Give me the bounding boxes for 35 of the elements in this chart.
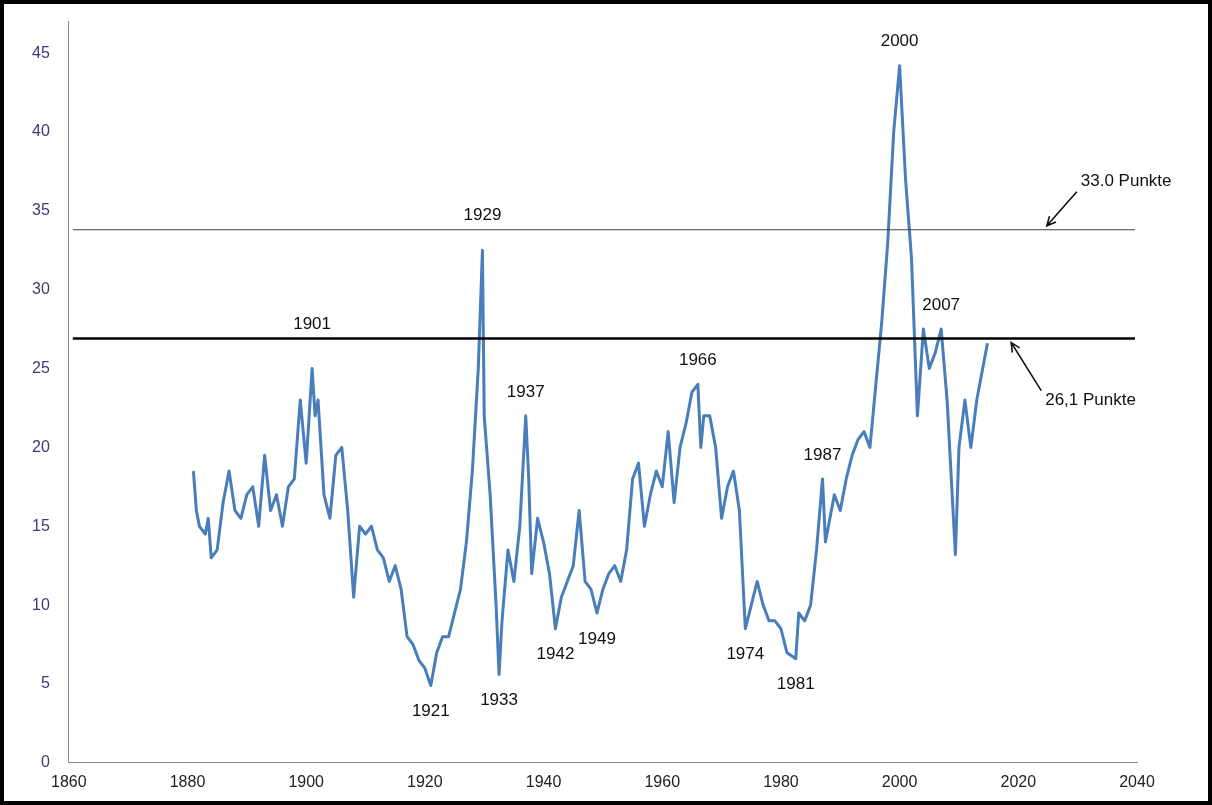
x-tick-label: 1920 (407, 772, 443, 790)
annotation: 1966 (678, 350, 717, 369)
y-tick-label: 5 (40, 674, 50, 692)
y-tick-label: 0 (40, 753, 50, 771)
x-tick-label: 1860 (51, 772, 87, 790)
annotation: 1921 (411, 701, 450, 721)
annotation: 1929 (463, 205, 502, 225)
annotation: 1937 (506, 381, 545, 401)
annotation: 1987 (803, 444, 842, 464)
x-tick-label: 1900 (288, 772, 325, 790)
x-tick-label: 1980 (763, 772, 799, 790)
y-tick-label: 30 (32, 280, 50, 298)
x-tick-label: 1940 (525, 772, 562, 790)
ref-line-label: 26,1 Punkte (1045, 390, 1136, 410)
x-tick-label: 2020 (1000, 772, 1037, 790)
y-tick-label: 45 (32, 43, 50, 61)
x-tick-label: 2040 (1119, 772, 1155, 790)
annotation: 1942 (536, 644, 575, 664)
ref-line-label: 33.0 Punkte (1080, 171, 1172, 191)
y-tick-label: 40 (32, 122, 50, 140)
annotation: 1974 (726, 644, 765, 664)
y-tick-label: 35 (32, 201, 50, 219)
annotation: 1981 (776, 674, 815, 694)
y-tick-label: 20 (32, 437, 50, 455)
y-tick-label: 25 (32, 358, 50, 376)
annotation: 2007 (922, 294, 961, 314)
annotation: 1901 (293, 314, 332, 334)
annotation: 1949 (578, 628, 616, 648)
x-tick-label: 1960 (644, 772, 681, 790)
y-tick-label: 10 (32, 595, 50, 613)
y-tick-label: 15 (32, 516, 50, 534)
x-tick-label: 1880 (169, 772, 206, 790)
annotation: 1933 (480, 690, 518, 710)
x-tick-label: 2000 (881, 772, 918, 790)
annotation: 2000 (880, 31, 919, 51)
